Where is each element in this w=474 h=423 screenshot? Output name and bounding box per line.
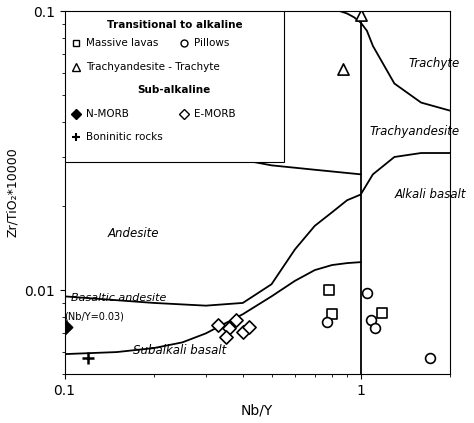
Text: Boninitic rocks: Boninitic rocks	[86, 132, 163, 143]
Text: Pillows: Pillows	[193, 38, 229, 48]
X-axis label: Nb/Y: Nb/Y	[241, 404, 273, 418]
Point	[328, 311, 336, 318]
Text: E-MORB: E-MORB	[193, 109, 235, 119]
Text: Rhyodacite - Dacite: Rhyodacite - Dacite	[133, 93, 249, 107]
Point	[357, 11, 365, 18]
Y-axis label: Zr/TiO₂*10000: Zr/TiO₂*10000	[6, 148, 18, 237]
Text: Trachyte: Trachyte	[409, 57, 460, 70]
Point	[239, 328, 246, 335]
Point	[246, 323, 253, 330]
Point	[339, 66, 346, 72]
Text: Alkali basalt: Alkali basalt	[394, 188, 466, 201]
Text: Massive lavas: Massive lavas	[86, 38, 158, 48]
Text: Subalkali basalt: Subalkali basalt	[133, 343, 226, 357]
Point	[372, 325, 379, 332]
Text: N-MORB: N-MORB	[86, 109, 128, 119]
Text: Andesite: Andesite	[108, 227, 159, 240]
Point	[363, 289, 371, 296]
Text: Sub-alkaline: Sub-alkaline	[138, 85, 211, 95]
Point	[61, 323, 68, 330]
Point	[323, 319, 331, 325]
Point	[427, 355, 434, 362]
Text: Transitional to alkaline: Transitional to alkaline	[107, 20, 242, 30]
Point	[214, 321, 222, 328]
Text: (Nb/Y=0.03): (Nb/Y=0.03)	[64, 312, 125, 322]
Text: Trachyandesite - Trachyte: Trachyandesite - Trachyte	[86, 62, 219, 71]
Point	[378, 309, 386, 316]
Point	[367, 317, 374, 324]
Point	[226, 325, 233, 332]
Point	[232, 317, 240, 324]
Point	[222, 333, 229, 340]
Point	[84, 355, 92, 362]
Text: Basaltic andesite: Basaltic andesite	[71, 293, 166, 302]
FancyBboxPatch shape	[64, 11, 284, 162]
Point	[325, 287, 332, 294]
Text: Trachyandesite: Trachyandesite	[369, 125, 459, 138]
